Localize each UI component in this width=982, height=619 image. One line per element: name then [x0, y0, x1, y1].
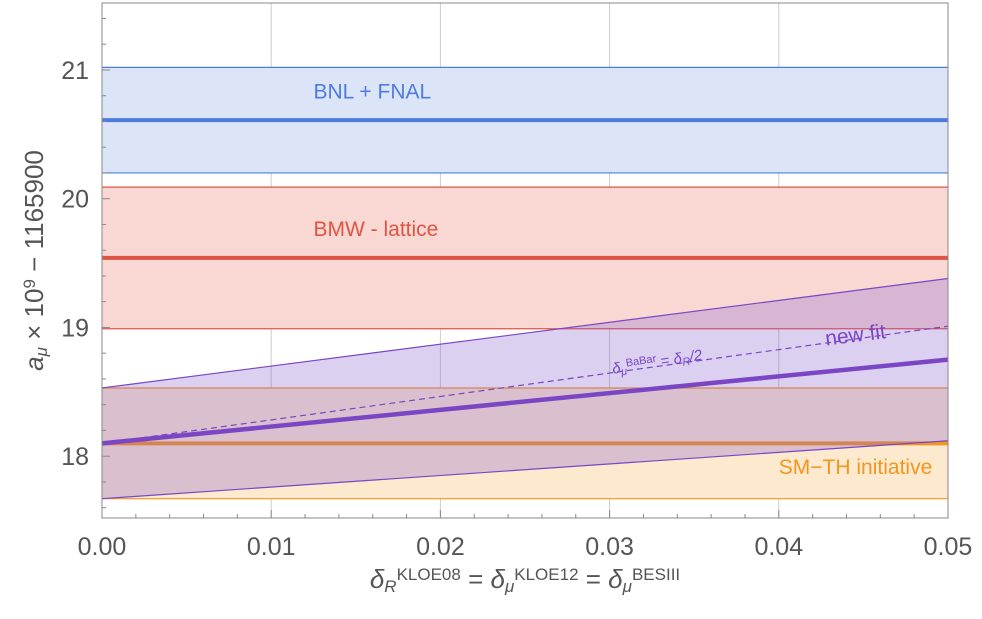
annotation-2: SM−TH initiative [779, 456, 932, 479]
series-lower-0 [101, 440, 949, 500]
bands [102, 66, 948, 500]
y-tick-label: 21 [61, 57, 89, 85]
series-upper-0 [101, 277, 949, 389]
x-tick-label: 0.03 [585, 533, 634, 561]
band-2 [102, 387, 948, 500]
y-tick-label: 19 [61, 314, 89, 342]
ticks: 0.00 0.01 0.02 0.03 0.04 0.05 18 19 20 21 [61, 17, 973, 561]
x-tick-label: 0.05 [924, 533, 973, 561]
plot-frame [101, 2, 949, 519]
x-axis-label: δRKLOE08 = δμKLOE12 = δμBESIII [370, 564, 680, 596]
series-band-0 [102, 278, 948, 499]
y-tick-label: 18 [61, 443, 89, 471]
x-tick-label: 0.02 [416, 533, 465, 561]
y-tick-label: 20 [61, 186, 89, 214]
band-0 [102, 66, 948, 174]
x-tick-label: 0.01 [247, 533, 296, 561]
annotation-0: BNL + FNAL [314, 80, 432, 103]
series [101, 277, 949, 500]
series-center-0 [101, 357, 949, 446]
annotation-1: BMW - lattice [314, 218, 439, 241]
dashed-line-label: δμBaBar = δR/2 [611, 345, 705, 379]
x-tick-label: 0.00 [78, 533, 127, 561]
dashed-line [101, 325, 949, 444]
y-axis-label: aμ × 109 − 1165900 [19, 150, 51, 371]
band-1 [102, 186, 948, 330]
x-tick-label: 0.04 [754, 533, 803, 561]
